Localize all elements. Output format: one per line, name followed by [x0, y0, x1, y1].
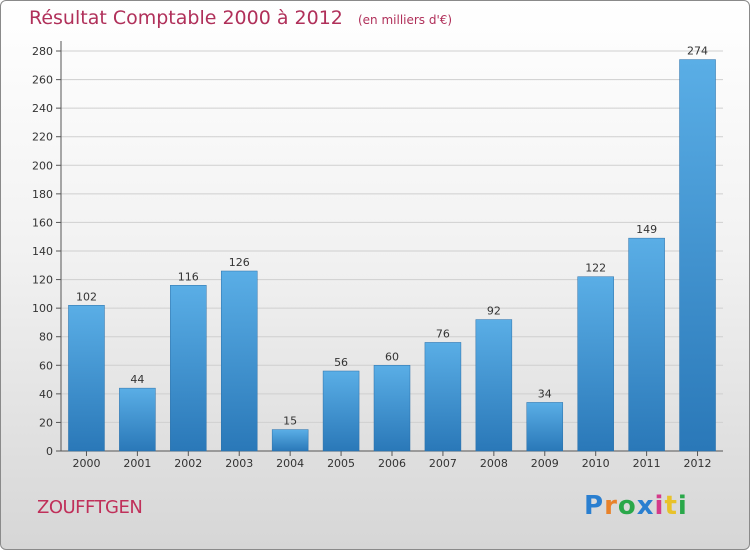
- bar-2003: [220, 270, 258, 452]
- logo-letter: t: [664, 491, 678, 521]
- title-row: Résultat Comptable 2000 à 2012 (en milli…: [29, 7, 452, 29]
- value-label-2003: 126: [229, 256, 250, 269]
- y-tick-label: 240: [32, 102, 53, 115]
- x-tick-label-2006: 2006: [378, 457, 406, 470]
- x-tick-label-2007: 2007: [429, 457, 457, 470]
- bar-2012: [679, 59, 716, 452]
- value-label-2009: 34: [538, 387, 552, 400]
- chart-subtitle: (en milliers d'€): [357, 13, 453, 27]
- value-label-2000: 102: [76, 290, 97, 303]
- y-tick-label: 180: [32, 188, 53, 201]
- bar-2006: [373, 365, 411, 452]
- bar-2008: [475, 319, 513, 452]
- logo-letter: i: [677, 491, 688, 521]
- x-tick-label-2004: 2004: [276, 457, 304, 470]
- value-label-2007: 76: [436, 327, 450, 340]
- bar-2002: [170, 285, 207, 452]
- y-tick-label: 40: [39, 388, 53, 401]
- x-tick-label-2005: 2005: [327, 457, 355, 470]
- bar-2009: [526, 402, 564, 452]
- bar-2011: [628, 237, 665, 452]
- value-label-2001: 44: [130, 373, 144, 386]
- x-tick-label-2011: 2011: [633, 457, 661, 470]
- bar-2000: [68, 305, 105, 452]
- x-tick-label-2000: 2000: [72, 457, 100, 470]
- y-tick-label: 160: [32, 216, 53, 229]
- logo-letter: r: [604, 491, 618, 521]
- logo-letter: x: [636, 491, 655, 521]
- y-tick-label: 80: [39, 331, 53, 344]
- y-tick-label: 60: [39, 359, 53, 372]
- bars: [68, 59, 716, 452]
- y-tick-label: 0: [46, 445, 53, 458]
- logo-letter: i: [654, 491, 665, 521]
- logo-letter: o: [617, 491, 637, 521]
- y-tick-label: 220: [32, 131, 53, 144]
- bar-2007: [424, 342, 462, 452]
- value-label-2002: 116: [178, 270, 199, 283]
- labels: 0 20 40 60 80 100 120 140 160 180 200 220 240 260 280 1…: [32, 45, 712, 470]
- value-label-2008: 92: [487, 305, 501, 318]
- x-tick-label-2001: 2001: [123, 457, 151, 470]
- x-tick-label-2009: 2009: [531, 457, 559, 470]
- bar-2004: [271, 429, 309, 452]
- x-tick-label-2002: 2002: [174, 457, 202, 470]
- chart-title: Résultat Comptable 2000 à 2012: [29, 7, 343, 29]
- value-label-2012: 274: [687, 45, 708, 58]
- y-tick-label: 100: [32, 302, 53, 315]
- x-tick-label-2003: 2003: [225, 457, 253, 470]
- y-tick-label: 120: [32, 274, 53, 287]
- y-tick-label: 280: [32, 45, 53, 58]
- bar-2010: [577, 276, 614, 452]
- proxiti-logo[interactable]: Proxiti: [584, 491, 688, 521]
- y-tick-label: 20: [39, 416, 53, 429]
- y-tick-label: 260: [32, 74, 53, 87]
- logo-letter: P: [584, 491, 605, 521]
- value-label-2006: 60: [385, 350, 399, 363]
- bar-2005: [322, 370, 360, 452]
- x-tick-label-2012: 2012: [684, 457, 712, 470]
- commune-name: ZOUFFTGEN: [37, 497, 143, 518]
- x-tick-label-2010: 2010: [582, 457, 610, 470]
- value-label-2010: 122: [585, 262, 606, 275]
- bar-2001: [119, 387, 156, 452]
- x-tick-label-2008: 2008: [480, 457, 508, 470]
- bar-chart: 0 20 40 60 80 100 120 140 160 180 200 220 240 260 280 1…: [32, 41, 723, 470]
- y-tick-label: 140: [32, 245, 53, 258]
- y-tick-label: 200: [32, 159, 53, 172]
- value-label-2004: 15: [283, 415, 297, 428]
- value-label-2005: 56: [334, 356, 348, 369]
- value-label-2011: 149: [636, 223, 657, 236]
